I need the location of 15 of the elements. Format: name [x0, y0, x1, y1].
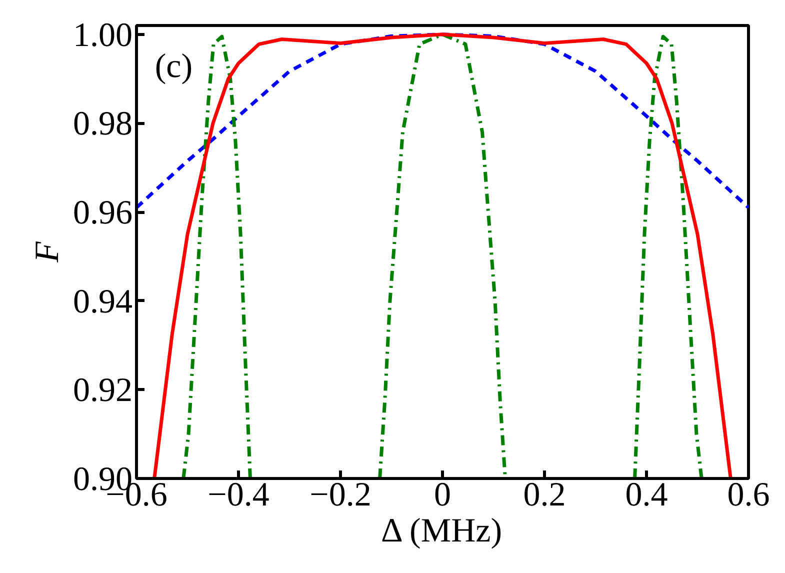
x-tick-label: 0.6 [727, 476, 770, 514]
x-tick-label: −0.4 [208, 476, 270, 514]
x-tick-label: 0 [434, 476, 451, 514]
x-tick-label: −0.2 [310, 476, 372, 514]
y-tick-label: 0.96 [73, 194, 132, 232]
y-tick-label: 0.98 [73, 106, 132, 143]
x-tick-label: 0.2 [523, 476, 566, 514]
y-tick-label: 0.94 [73, 283, 132, 320]
annotation: (c) [154, 48, 193, 86]
x-tick-label: 0.4 [625, 476, 668, 514]
line-series [136, 32, 748, 210]
x-axis-title: Δ (MHz) [381, 512, 502, 550]
y-tick-label: 0.92 [73, 372, 132, 410]
y-axis-title: F [29, 240, 66, 264]
y-tick-label: 1.00 [73, 16, 132, 54]
